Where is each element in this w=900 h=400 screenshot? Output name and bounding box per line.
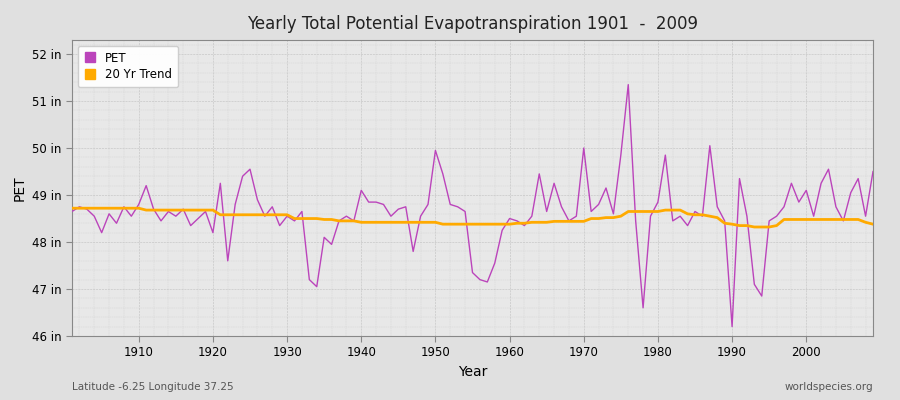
Text: Latitude -6.25 Longitude 37.25: Latitude -6.25 Longitude 37.25 — [72, 382, 234, 392]
Legend: PET, 20 Yr Trend: PET, 20 Yr Trend — [78, 46, 178, 87]
Y-axis label: PET: PET — [13, 175, 26, 201]
X-axis label: Year: Year — [458, 365, 487, 379]
Text: worldspecies.org: worldspecies.org — [785, 382, 873, 392]
Title: Yearly Total Potential Evapotranspiration 1901  -  2009: Yearly Total Potential Evapotranspiratio… — [247, 15, 698, 33]
